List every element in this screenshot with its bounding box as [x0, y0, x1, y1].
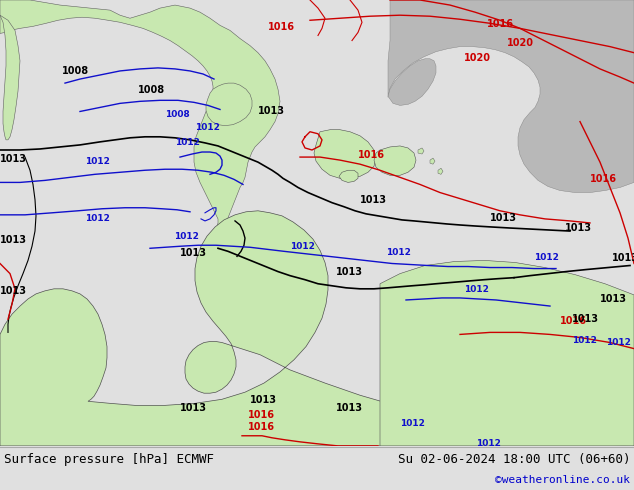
Text: 1016: 1016 — [248, 410, 275, 419]
Polygon shape — [380, 261, 634, 446]
Text: 1012: 1012 — [464, 285, 489, 294]
Text: 1012: 1012 — [85, 157, 110, 166]
Text: 1013: 1013 — [490, 213, 517, 223]
Text: Surface pressure [hPa] ECMWF: Surface pressure [hPa] ECMWF — [4, 453, 214, 466]
Polygon shape — [388, 0, 634, 193]
Text: 1013: 1013 — [180, 403, 207, 414]
Text: 1013: 1013 — [0, 154, 27, 164]
Text: 1013: 1013 — [180, 248, 207, 258]
Text: 1012: 1012 — [175, 138, 200, 147]
Polygon shape — [314, 130, 376, 178]
Polygon shape — [438, 168, 443, 174]
Text: 1012: 1012 — [572, 336, 597, 344]
Text: 1016: 1016 — [486, 19, 514, 29]
Text: 1016: 1016 — [590, 174, 617, 184]
Polygon shape — [430, 158, 435, 164]
Text: 1013: 1013 — [250, 395, 277, 405]
Text: 1013: 1013 — [258, 105, 285, 116]
Text: 1013: 1013 — [600, 294, 627, 304]
Polygon shape — [339, 170, 358, 182]
Polygon shape — [0, 0, 280, 271]
Text: 1013: 1013 — [336, 267, 363, 277]
Text: 1016: 1016 — [248, 422, 275, 432]
Text: 1016: 1016 — [358, 150, 385, 160]
Text: 1012: 1012 — [606, 338, 631, 346]
Text: 1012: 1012 — [174, 232, 199, 241]
Text: 1012: 1012 — [386, 248, 411, 257]
Polygon shape — [418, 148, 424, 154]
Text: 1012: 1012 — [85, 214, 110, 223]
Text: 1013: 1013 — [360, 195, 387, 205]
Text: 1020: 1020 — [507, 38, 533, 48]
Text: 1012: 1012 — [195, 122, 220, 132]
Text: Su 02-06-2024 18:00 UTC (06+60): Su 02-06-2024 18:00 UTC (06+60) — [398, 453, 630, 466]
Polygon shape — [206, 83, 252, 125]
Polygon shape — [0, 15, 20, 140]
Text: 1013: 1013 — [0, 286, 27, 296]
Text: 1013: 1013 — [612, 253, 634, 264]
Polygon shape — [0, 211, 634, 446]
Text: 1013: 1013 — [565, 223, 592, 233]
Text: 1012: 1012 — [400, 418, 425, 428]
Text: 1020: 1020 — [464, 53, 491, 63]
Polygon shape — [388, 59, 436, 105]
Text: 1013: 1013 — [336, 403, 363, 414]
Polygon shape — [374, 146, 416, 175]
Text: 1008: 1008 — [165, 110, 190, 119]
Text: 1016: 1016 — [560, 316, 587, 326]
Text: 1012: 1012 — [476, 439, 501, 448]
Text: 1016: 1016 — [268, 23, 295, 32]
Text: 1008: 1008 — [138, 85, 165, 95]
Text: 1012: 1012 — [534, 253, 559, 263]
Text: ©weatheronline.co.uk: ©weatheronline.co.uk — [495, 475, 630, 485]
Text: 1012: 1012 — [290, 242, 315, 251]
Text: 1013: 1013 — [0, 235, 27, 245]
Text: 1008: 1008 — [62, 66, 89, 76]
Text: 1013: 1013 — [572, 314, 599, 324]
